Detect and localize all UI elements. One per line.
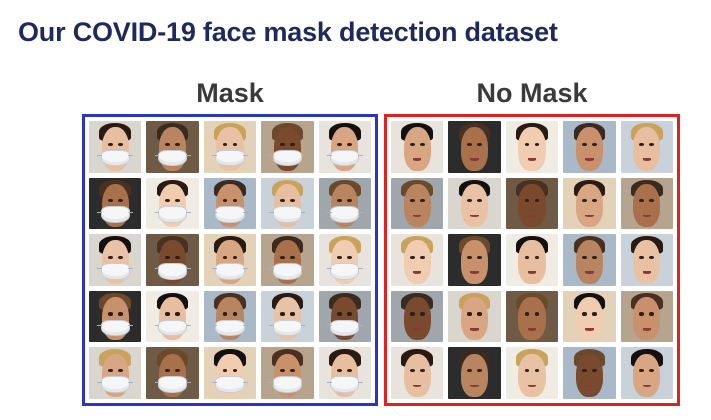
masked-face-photo [261,347,314,399]
unmasked-face-photo [620,347,673,399]
face-mask [211,319,249,337]
unmasked-face-photo [563,177,616,230]
unmasked-face-photo [391,290,444,343]
unmasked-face-photo [563,121,616,173]
masked-face-photo [318,234,371,286]
masked-face-photo [318,121,371,173]
unmasked-face-photo [391,347,444,399]
unmasked-face-photo [505,347,559,399]
unmasked-face-photo [620,290,673,343]
masked-face-photo [203,177,257,230]
face-mask [269,206,306,223]
masked-face-photo [89,234,142,286]
masked-face-photo [318,347,371,399]
face-mask [97,206,134,223]
face-mask [269,263,306,280]
masked-face-photo [146,347,199,399]
unmasked-face-photo [448,347,501,399]
masked-face-photo [89,121,142,173]
masked-face-photo [146,290,199,343]
unmasked-face-photo [563,347,616,399]
masked-face-photo [146,121,199,173]
unmasked-face-photo [620,177,673,230]
face-mask [154,206,192,223]
unmasked-face-photo [448,234,501,286]
face-mask [154,263,192,280]
unmasked-face-photo [448,290,501,343]
no-mask-panel [384,114,680,406]
unmasked-face-photo [391,234,444,286]
mask-label: Mask [196,78,264,108]
unmasked-face-photo [448,177,501,230]
unmasked-face-photo [563,234,616,286]
face-mask [326,319,364,337]
no-mask-label: No Mask [476,78,588,108]
masked-face-photo [261,234,314,286]
face-mask [269,376,306,393]
masked-face-photo [318,177,371,230]
face-mask [269,149,306,167]
face-mask [211,263,249,280]
unmasked-face-photo [563,290,616,343]
no-mask-image-grid [391,121,673,399]
face-mask [97,376,134,393]
unmasked-face-photo [620,234,673,286]
masked-face-photo [89,177,142,230]
face-mask [326,263,364,280]
face-mask [269,319,306,337]
face-mask [154,319,192,337]
masked-face-photo [203,121,257,173]
unmasked-face-photo [505,177,559,230]
face-mask [211,376,249,393]
face-mask [326,149,364,167]
face-mask [211,149,249,167]
masked-face-photo [89,290,142,343]
masked-face-photo [146,234,199,286]
slide-title: Our COVID-19 face mask detection dataset [18,17,558,47]
unmasked-face-photo [448,121,501,173]
mask-image-grid [89,121,371,399]
masked-face-photo [261,177,314,230]
face-mask [97,319,134,337]
face-mask [154,376,192,393]
masked-face-photo [203,234,257,286]
unmasked-face-photo [505,121,559,173]
face-mask [326,376,364,393]
face-mask [326,206,364,223]
masked-face-photo [318,290,371,343]
masked-face-photo [261,290,314,343]
unmasked-face-photo [391,121,444,173]
face-mask [97,149,134,167]
masked-face-photo [261,121,314,173]
masked-face-photo [203,347,257,399]
face-mask [97,263,134,280]
mask-panel [82,114,378,406]
face-mask [154,149,192,167]
masked-face-photo [89,347,142,399]
face-mask [211,206,249,223]
unmasked-face-photo [391,177,444,230]
unmasked-face-photo [505,290,559,343]
masked-face-photo [146,177,199,230]
unmasked-face-photo [505,234,559,286]
unmasked-face-photo [620,121,673,173]
masked-face-photo [203,290,257,343]
